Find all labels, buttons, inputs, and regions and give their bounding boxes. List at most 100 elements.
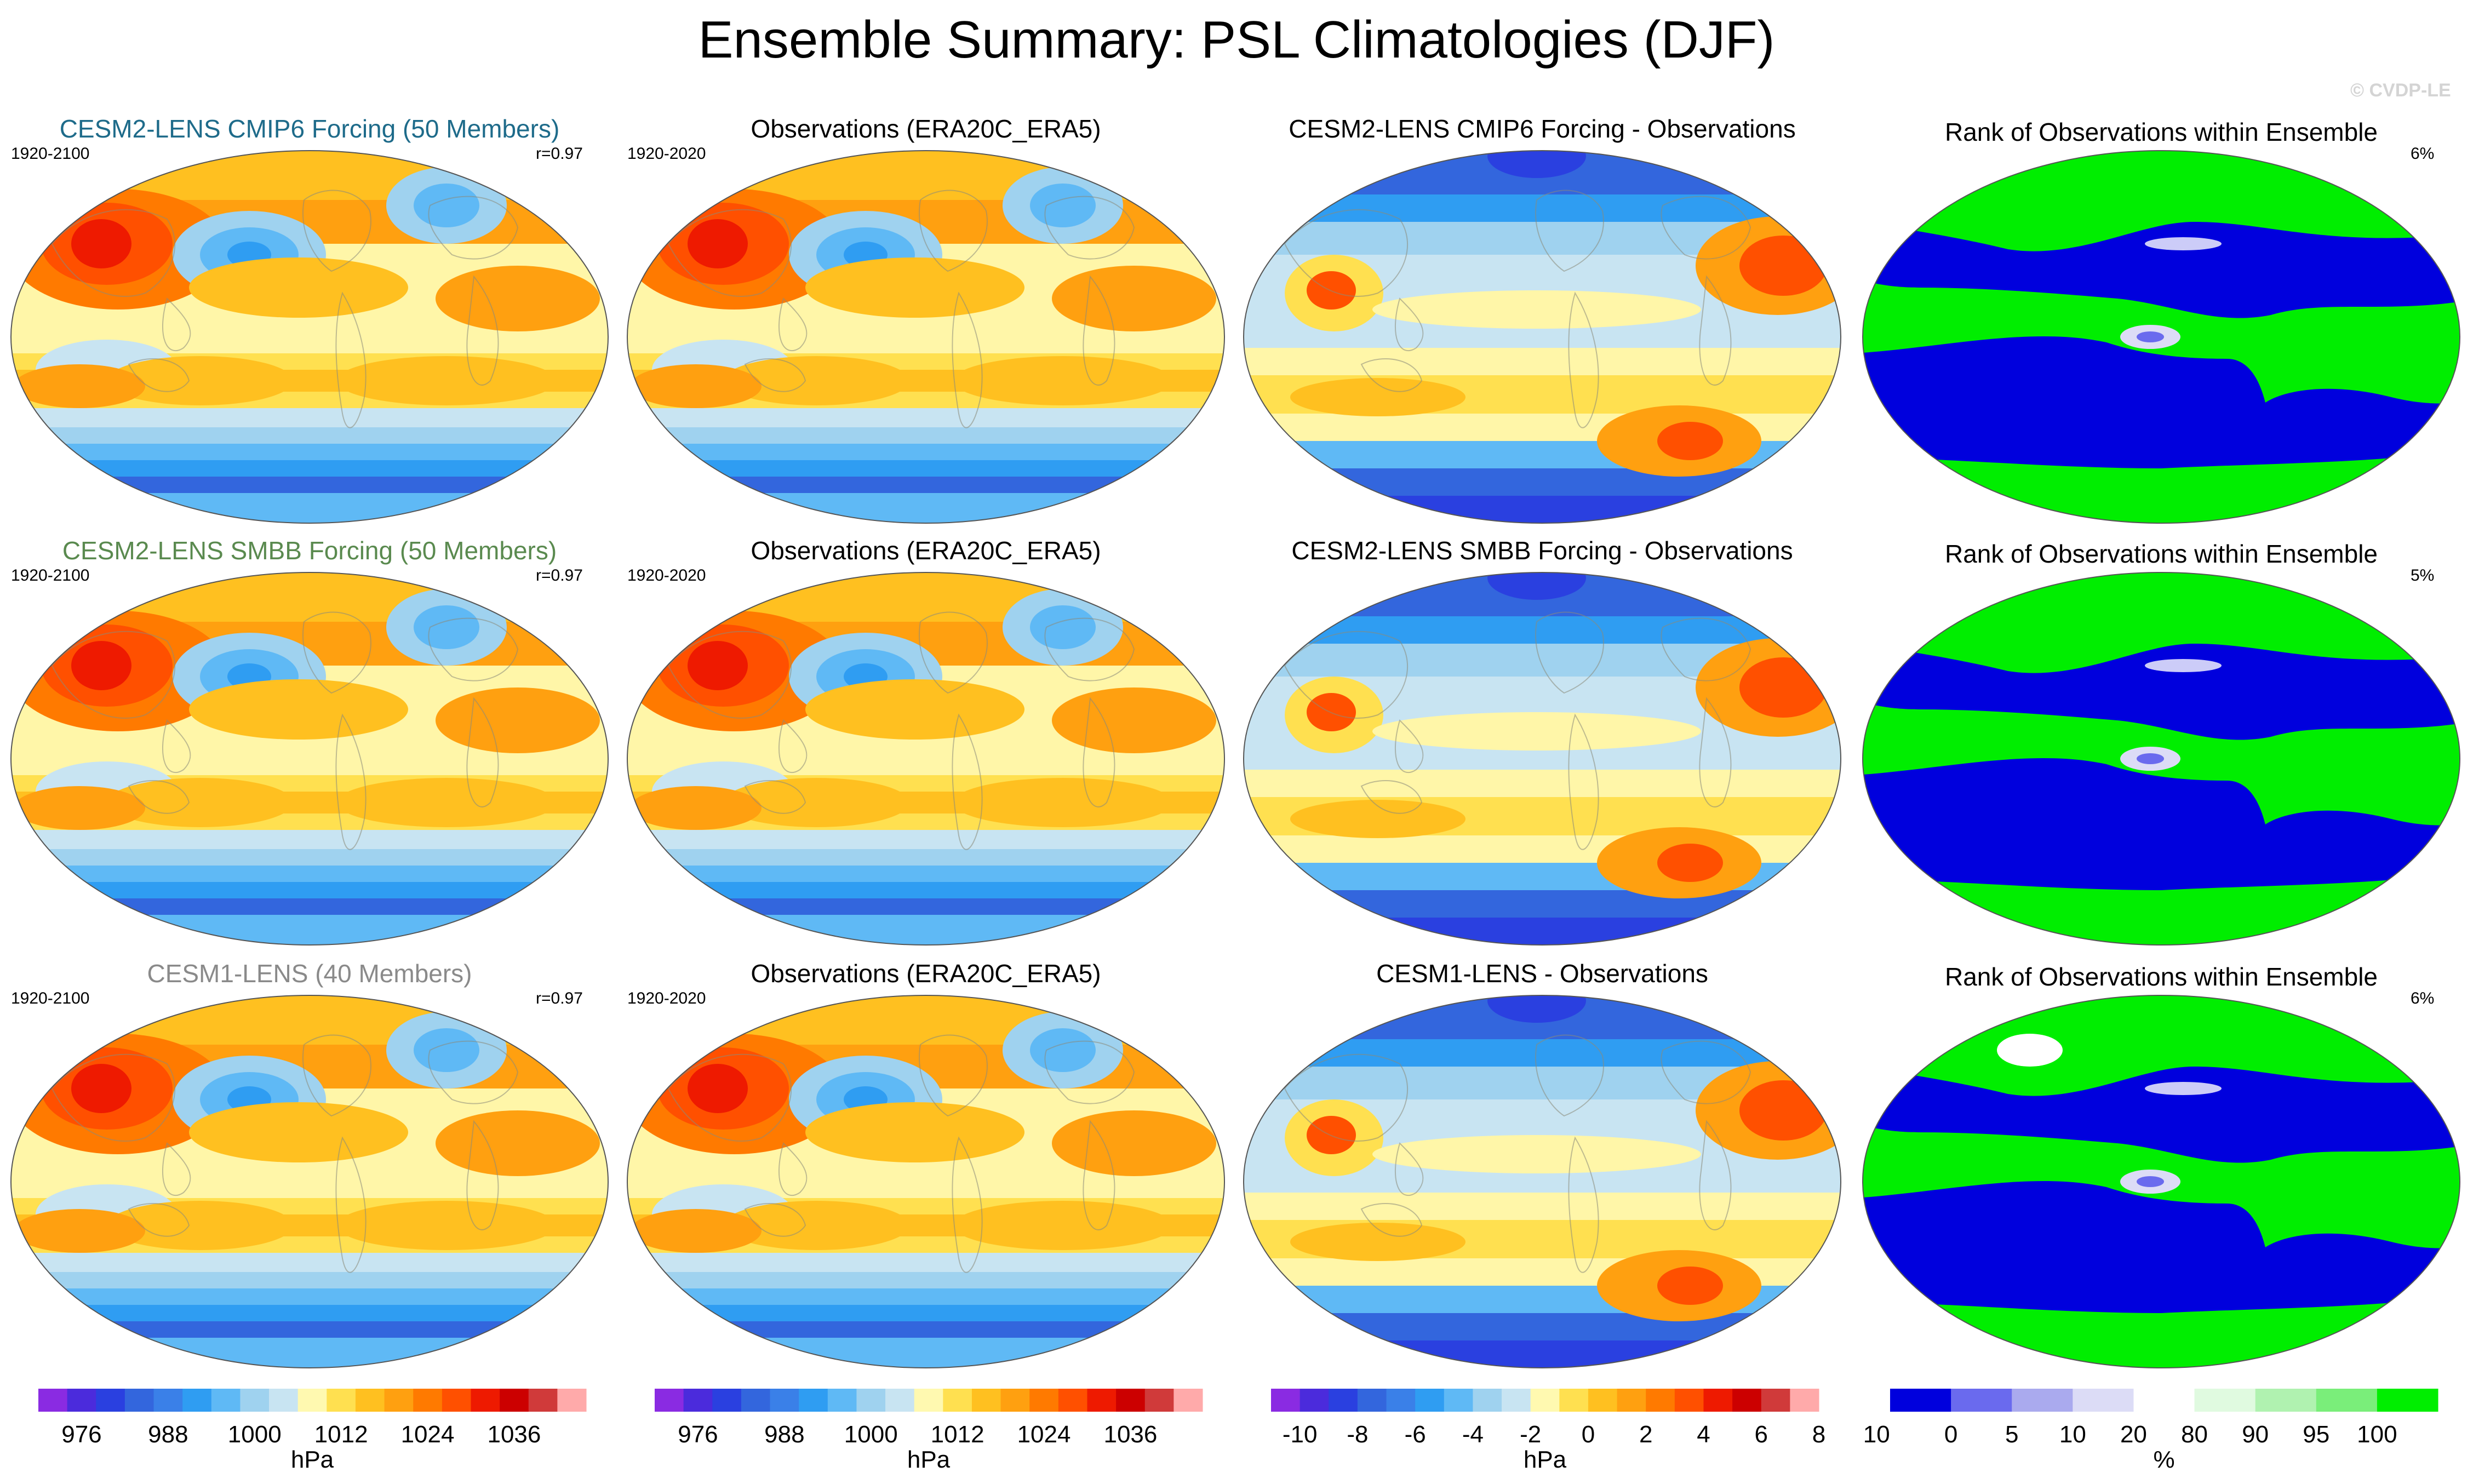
coastline: [162, 1142, 191, 1196]
rank-panel-title: Rank of Observations within Ensemble: [1944, 962, 2378, 991]
pattern-correlation: r=0.97: [536, 145, 583, 163]
colorbar-tick-label: 976: [678, 1421, 718, 1448]
coastline: [919, 1034, 988, 1117]
colorbar-swatch: [683, 1389, 713, 1412]
rank-percentage: 6%: [2411, 145, 2435, 163]
map-outline: [1862, 150, 2460, 524]
colorbar-tick-label: 2: [1639, 1421, 1652, 1448]
coastline: [466, 275, 499, 386]
colorbar-swatch: [442, 1389, 471, 1412]
model-panel-title: CESM2-LENS CMIP6 Forcing (50 Members): [59, 114, 560, 143]
coastline: [428, 196, 519, 260]
coastline: [744, 780, 806, 814]
colorbar-tick-label: -4: [1462, 1421, 1484, 1448]
coastline: [128, 1203, 190, 1237]
coastline: [1395, 297, 1424, 352]
coastline: [1360, 780, 1423, 814]
rank-percentage: 5%: [2411, 566, 2435, 585]
colorbar-tick-label: 10: [1863, 1421, 1890, 1448]
model-panel-title: CESM2-LENS SMBB Forcing (50 Members): [62, 536, 557, 565]
watermark: © CVDP-LE: [2350, 80, 2451, 101]
coastline: [1661, 1040, 1751, 1104]
coastline: [162, 297, 191, 352]
pattern-correlation: r=0.97: [536, 989, 583, 1007]
colorbar-swatch: [528, 1389, 558, 1412]
colorbar-swatch: [2133, 1389, 2195, 1412]
rank-map: [1862, 150, 2460, 524]
colorbar-unit: %: [2153, 1446, 2174, 1473]
coastline: [1699, 275, 1732, 386]
coastline: [1284, 1053, 1408, 1142]
coastline: [128, 780, 190, 814]
coastline: [1568, 1136, 1599, 1273]
colorbar-tick-label: 10: [2059, 1421, 2086, 1448]
map-outline: [10, 572, 609, 946]
colorbar-swatch: [885, 1389, 915, 1412]
low-rank-region: [1863, 644, 2460, 740]
colorbar-tick-label: 8: [1812, 1421, 1825, 1448]
coastline: [302, 1034, 371, 1117]
colorbar-swatch: [1703, 1389, 1733, 1412]
diff-colorbar: -10 -8 -6 -4 -2 0 2 4 6 8 10 hPa: [1271, 1389, 1890, 1473]
colorbar-swatch: [240, 1389, 270, 1412]
page-title: Ensemble Summary: PSL Climatologies (DJF…: [698, 10, 1775, 69]
obs-period: 1920-2020: [627, 145, 706, 163]
obs-panel-title: Observations (ERA20C_ERA5): [751, 114, 1101, 143]
colorbar-swatch: [971, 1389, 1001, 1412]
colorbar-swatch: [2316, 1389, 2378, 1412]
colorbar-swatch: [1473, 1389, 1502, 1412]
colorbar-swatch: [384, 1389, 414, 1412]
colorbar-unit: hPa: [907, 1446, 951, 1473]
rank-panel-title: Rank of Observations within Ensemble: [1944, 540, 2378, 568]
colorbar-tick-label: 1000: [228, 1421, 282, 1448]
colorbar-swatch: [1329, 1389, 1358, 1412]
coastline: [919, 190, 988, 272]
coastline: [428, 1040, 519, 1104]
colorbar-swatch: [1761, 1389, 1790, 1412]
colorbar-swatch: [1530, 1389, 1560, 1412]
colorbar-tick-label: 988: [148, 1421, 188, 1448]
coastline: [667, 1053, 792, 1142]
coastline: [466, 1120, 499, 1230]
colorbar-swatch: [1951, 1389, 2012, 1412]
model-climatology-map: [10, 572, 609, 946]
colorbar-swatch: [770, 1389, 799, 1412]
rank-colorbar: 0 5 10 20 80 90 95 100%: [1890, 1389, 2438, 1473]
model-colorbar: 976 988 1000 1012 1024 1036 hPa: [38, 1389, 587, 1473]
coastline: [51, 631, 175, 719]
colorbar-swatch: [1890, 1389, 1951, 1412]
coastline: [1044, 1040, 1135, 1104]
colorbar-tick-label: 95: [2303, 1421, 2329, 1448]
coastline: [919, 611, 988, 694]
colorbar-tick-label: 1036: [1103, 1421, 1157, 1448]
colorbar-swatch: [1415, 1389, 1445, 1412]
difference-map: [1243, 572, 1841, 946]
obs-climatology-map: [627, 572, 1225, 946]
colorbar-tick-label: 0: [1944, 1421, 1957, 1448]
coastline: [667, 209, 792, 297]
coastline: [51, 209, 175, 297]
coastline: [1568, 713, 1599, 850]
difference-map: [1243, 150, 1841, 524]
colorbar-swatch: [1502, 1389, 1531, 1412]
colorbar-swatch: [655, 1389, 684, 1412]
coastline: [1661, 617, 1751, 681]
colorbar-tick-label: -8: [1347, 1421, 1368, 1448]
colorbar-swatch: [297, 1389, 327, 1412]
colorbar-swatch: [1617, 1389, 1646, 1412]
obs-climatology-map: [627, 995, 1225, 1368]
colorbar-swatch: [799, 1389, 828, 1412]
coastline: [51, 1053, 175, 1142]
colorbar-swatch: [1790, 1389, 1819, 1412]
colorbar-tick-label: 0: [1582, 1421, 1595, 1448]
model-climatology-map: [10, 995, 609, 1368]
colorbar-tick-label: 1024: [1017, 1421, 1071, 1448]
coastline: [302, 190, 371, 272]
coastline: [1395, 1142, 1424, 1196]
colorbar-swatch: [712, 1389, 742, 1412]
coastline: [778, 297, 808, 352]
colorbar-swatch: [1271, 1389, 1301, 1412]
map-outline: [10, 150, 609, 524]
model-period: 1920-2100: [11, 566, 90, 585]
colorbar-tick-label: 976: [61, 1421, 101, 1448]
